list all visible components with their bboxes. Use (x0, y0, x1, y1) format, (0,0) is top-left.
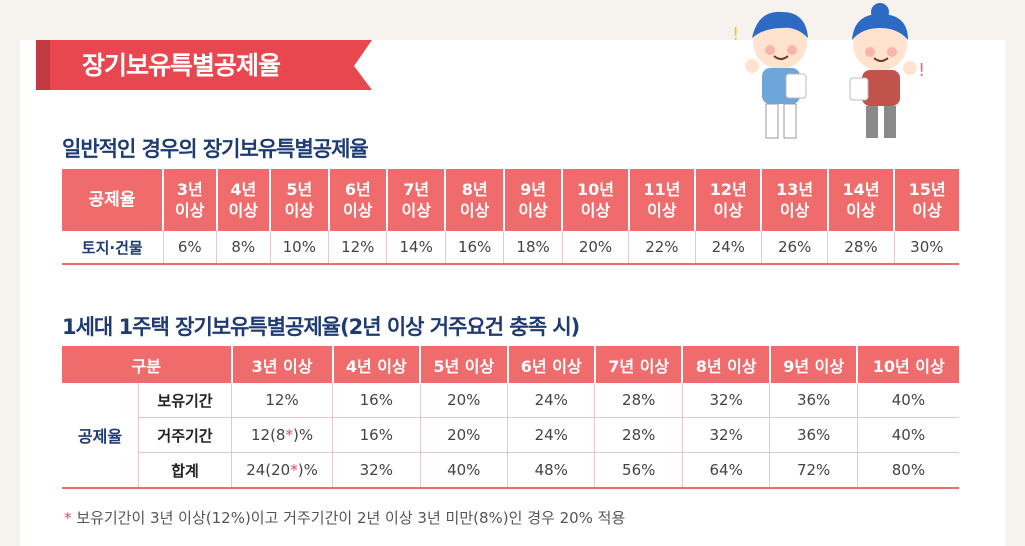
rate-cell: 28% (594, 383, 683, 418)
footnote-asterisk: * (64, 509, 72, 527)
rate-cell: 6% (163, 231, 218, 265)
period-header: 7년 이상 (594, 346, 684, 383)
general-rate-row: 토지·건물 6% 8% 10% 12% 14% 16% 18% 20% 22% … (62, 231, 959, 265)
period-header: 12년 이상 (695, 169, 763, 231)
rate-cell: 26% (761, 231, 829, 265)
footnote-text: 보유기간이 3년 이상(12%)이고 거주기간이 2년 이상 3년 미만(8%)… (76, 509, 626, 527)
general-section-title: 일반적인 경우의 장기보유특별공제율 (62, 137, 369, 161)
rate-cell: 28% (594, 417, 683, 453)
footnote-mark: * (290, 461, 298, 479)
period-header: 15년 이상 (894, 169, 959, 231)
one-house-header-row: 구분 3년 이상 4년 이상 5년 이상 6년 이상 7년 이상 8년 이상 9… (62, 346, 959, 383)
period-header: 9년 이상 (503, 169, 564, 231)
rate-cell: 16% (445, 231, 505, 265)
rate-cell: 18% (503, 231, 563, 265)
banner-title: 장기보유특별공제율 (82, 51, 281, 80)
rate-cell: 32% (682, 383, 771, 418)
banner-ribbon (36, 40, 372, 90)
rate-cell: 24% (507, 383, 596, 418)
period-header: 14년 이상 (827, 169, 896, 231)
period-header: 4년 이상 (216, 169, 272, 231)
rate-cell: 36% (769, 417, 858, 453)
period-header: 5년 이상 (270, 169, 330, 231)
rate-cell: 12% (328, 231, 388, 265)
row-label-residence: 거주기간 (138, 417, 232, 453)
period-header: 10년 이상 (562, 169, 630, 231)
period-header: 3년 이상 (231, 346, 334, 383)
one-house-header-label: 구분 (62, 346, 233, 383)
rate-cell: 72% (769, 452, 858, 489)
rate-cell: 8% (216, 231, 271, 265)
period-header: 13년 이상 (761, 169, 829, 231)
row-label-total: 합계 (138, 452, 232, 489)
rate-cell: 48% (507, 452, 596, 489)
period-header: 11년 이상 (628, 169, 697, 231)
rate-cell: 20% (420, 417, 509, 453)
one-house-rate-table: 구분 3년 이상 4년 이상 5년 이상 6년 이상 7년 이상 8년 이상 9… (62, 346, 959, 489)
period-header: 5년 이상 (420, 346, 509, 383)
footnote-mark: * (285, 426, 293, 444)
row-label-land-building: 토지·건물 (62, 231, 164, 265)
rate-cell: 40% (420, 452, 509, 489)
rate-cell: 28% (827, 231, 895, 265)
general-header-label: 공제율 (62, 169, 164, 231)
rate-cell: 56% (594, 452, 683, 489)
rate-cell: 40% (857, 417, 959, 453)
rate-cell: 12% (231, 383, 334, 418)
rate-cell: 22% (628, 231, 696, 265)
rate-cell: 20% (420, 383, 509, 418)
rate-cell: 14% (386, 231, 446, 265)
period-header: 6년 이상 (507, 346, 596, 383)
svg-text:!: ! (732, 24, 739, 45)
svg-text:!: ! (918, 60, 925, 81)
rate-cell: 24% (695, 231, 762, 265)
rate-cell: 16% (332, 383, 421, 418)
rate-cell-with-footnote: 12(8*)% (231, 417, 334, 453)
rate-cell: 20% (562, 231, 630, 265)
period-header: 10년 이상 (857, 346, 959, 383)
period-header: 4년 이상 (332, 346, 422, 383)
rate-cell: 16% (332, 417, 421, 453)
period-header: 9년 이상 (769, 346, 859, 383)
row-label-holding: 보유기간 (138, 383, 232, 418)
rate-cell: 36% (769, 383, 858, 418)
period-header: 8년 이상 (445, 169, 505, 231)
general-rate-table: 공제율 3년 이상 4년 이상 5년 이상 6년 이상 7년 이상 8년 이상 9년 이상 1… (62, 169, 959, 265)
total-row: 합계 24(20*)% 32% 40% 48% 56% 64% 72% 80% (62, 452, 959, 489)
period-header: 7년 이상 (386, 169, 447, 231)
rate-cell: 10% (270, 231, 330, 265)
rate-cell: 64% (682, 452, 771, 489)
title-banner: 장기보유특별공제율 (36, 36, 376, 92)
rate-cell: 30% (894, 231, 959, 265)
characters-illustration: ! ! (732, 3, 925, 139)
group-label-deduction-rate: 공제율 (62, 383, 139, 489)
rate-cell-with-footnote: 24(20*)% (231, 452, 334, 489)
period-header: 3년 이상 (163, 169, 218, 231)
footnote: * 보유기간이 3년 이상(12%)이고 거주기간이 2년 이상 3년 미만(8… (64, 507, 625, 528)
rate-cell: 24% (507, 417, 596, 453)
residence-period-row: 거주기간 12(8*)% 16% 20% 24% 28% 32% 36% 40% (62, 417, 959, 453)
rate-cell: 32% (332, 452, 421, 489)
holding-period-row: 공제율 보유기간 12% 16% 20% 24% 28% 32% 36% 40% (62, 383, 959, 489)
rate-cell: 80% (857, 452, 959, 489)
one-house-section-title: 1세대 1주택 장기보유특별공제율(2년 이상 거주요건 충족 시) (62, 315, 580, 339)
period-header: 8년 이상 (682, 346, 771, 383)
general-header-row: 공제율 3년 이상 4년 이상 5년 이상 6년 이상 7년 이상 8년 이상 9년 이상 1… (62, 169, 959, 231)
rate-cell: 32% (682, 417, 771, 453)
period-header: 6년 이상 (328, 169, 388, 231)
rate-cell: 40% (857, 383, 959, 418)
